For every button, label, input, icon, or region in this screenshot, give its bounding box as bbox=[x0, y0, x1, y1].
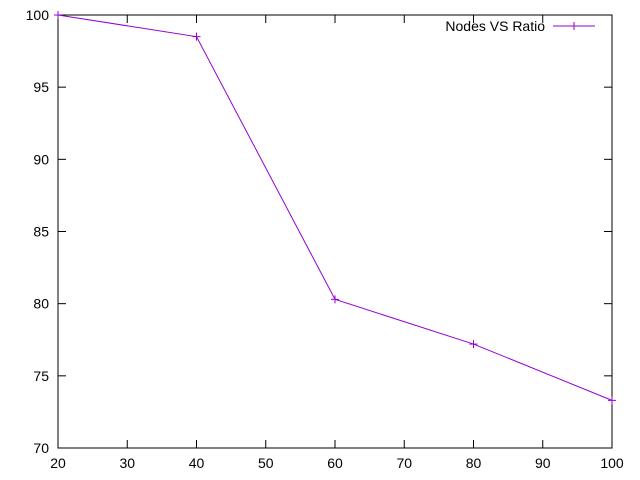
x-tick-label: 80 bbox=[466, 455, 482, 471]
x-tick-label: 50 bbox=[258, 455, 274, 471]
series-line bbox=[57, 14, 613, 401]
y-tick-label: 75 bbox=[33, 368, 49, 384]
y-tick-label: 90 bbox=[33, 151, 49, 167]
plot-frame bbox=[57, 14, 613, 449]
data-point bbox=[331, 295, 339, 304]
plot-border bbox=[57, 14, 613, 449]
series-layer bbox=[54, 11, 616, 405]
x-tick-label: 90 bbox=[535, 455, 551, 471]
legend-label: Nodes VS Ratio bbox=[445, 18, 545, 34]
x-axis: 20 30 40 50 60 70 80 90 100 bbox=[50, 15, 624, 471]
data-point bbox=[192, 32, 201, 41]
x-tick-label: 100 bbox=[600, 455, 624, 471]
x-tick-label: 30 bbox=[119, 455, 135, 471]
y-axis: 70 75 80 85 90 95 100 bbox=[26, 7, 612, 456]
x-tick-label: 20 bbox=[50, 455, 66, 471]
y-tick-label: 95 bbox=[33, 79, 49, 95]
y-tick-label: 70 bbox=[33, 440, 49, 456]
legend-marker bbox=[570, 22, 578, 30]
y-tick-label: 80 bbox=[33, 296, 49, 312]
y-tick-label: 85 bbox=[33, 224, 49, 240]
data-point bbox=[469, 340, 478, 349]
legend: Nodes VS Ratio bbox=[445, 18, 595, 34]
data-point bbox=[54, 11, 62, 19]
x-tick-label: 60 bbox=[327, 455, 343, 471]
x-tick-label: 40 bbox=[189, 455, 205, 471]
x-tick-label: 70 bbox=[396, 455, 412, 471]
data-point bbox=[608, 396, 616, 405]
y-tick-label: 100 bbox=[26, 7, 50, 23]
